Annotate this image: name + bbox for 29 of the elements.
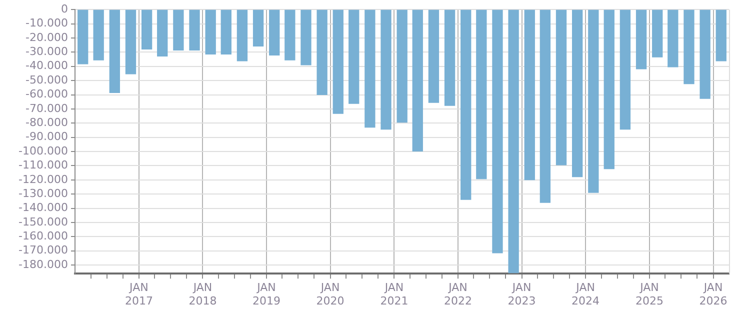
y-tick-label: 0 — [61, 2, 68, 16]
y-tick-label: -20.000 — [26, 30, 68, 44]
x-tick-label: JAN 2021 — [380, 281, 408, 308]
y-tick-label: -70.000 — [26, 102, 68, 115]
x-tick-label: JAN 2017 — [124, 281, 153, 308]
y-tick-label: -90.000 — [26, 130, 68, 144]
x-tick-label: JAN 2019 — [252, 281, 280, 308]
y-tick-label: -100.000 — [18, 144, 68, 158]
x-tick-label: JAN 2022 — [444, 281, 472, 308]
y-tick-label: -30.000 — [26, 45, 68, 58]
y-tick-label: -120.000 — [18, 172, 68, 186]
y-tick-label: -140.000 — [18, 201, 68, 214]
x-tick-label: JAN 2026 — [699, 281, 728, 308]
y-tick-label: -160.000 — [18, 230, 68, 243]
y-tick-label: -150.000 — [18, 215, 68, 228]
y-tick-label: -170.000 — [18, 244, 68, 257]
y-tick-label: -80.000 — [26, 116, 68, 130]
x-tick-label: JAN 2020 — [316, 281, 344, 308]
y-tick-label: -10.000 — [26, 16, 68, 30]
x-tick-label: JAN 2023 — [508, 281, 536, 308]
x-tick-label: JAN 2018 — [188, 281, 217, 308]
y-tick-label: -40.000 — [26, 59, 68, 72]
x-tick-label: JAN 2025 — [636, 281, 664, 308]
y-tick-label: -130.000 — [18, 186, 68, 200]
y-tick-label: -60.000 — [26, 88, 68, 101]
x-tick-label: JAN 2024 — [572, 281, 600, 308]
y-tick-label: -110.000 — [18, 158, 68, 172]
y-tick-label: -180.000 — [18, 258, 68, 271]
y-tick-label: -50.000 — [26, 73, 68, 86]
